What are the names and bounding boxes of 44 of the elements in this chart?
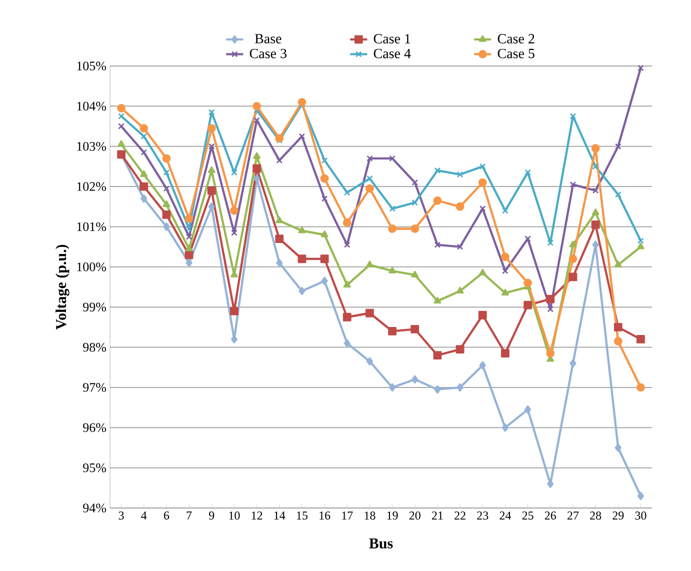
x-tick-label: 12: [252, 512, 262, 520]
y-tick-label: 104%: [77, 102, 106, 111]
x-tick-label: 3: [118, 512, 124, 520]
y-tick-label: 102%: [77, 182, 106, 191]
x-tick-label: 4: [141, 512, 147, 520]
x-tick-label: 9: [209, 512, 214, 520]
x-tick-label: 25: [522, 512, 534, 520]
x-tick-label: 28: [590, 512, 602, 520]
x-tick-label: 18: [364, 512, 376, 520]
x-tick-label: 30: [635, 512, 646, 520]
x-tick-label: 26: [544, 512, 556, 520]
legend-label: Case 5: [498, 48, 534, 58]
x-tick-label: 14: [274, 512, 286, 520]
x-tick-label: 23: [477, 512, 488, 520]
x-tick-label: 24: [500, 512, 512, 520]
x-tick-label: 17: [342, 512, 353, 520]
x-tick-label: 27: [567, 512, 579, 520]
x-tick-label: 20: [409, 512, 420, 520]
x-tick-label: 22: [454, 512, 466, 520]
x-tick-label: 15: [297, 512, 308, 520]
x-tick-label: 16: [320, 512, 330, 520]
y-tick-label: 103%: [77, 142, 106, 151]
legend-label: Base: [254, 34, 282, 44]
y-tick-label: 98%: [83, 342, 106, 352]
y-tick-label: 97%: [83, 383, 106, 392]
y-tick-label: 105%: [77, 62, 106, 70]
x-tick-label: 10: [229, 512, 240, 520]
x-tick-label: 29: [612, 512, 624, 520]
y-tick-label: 95%: [83, 463, 106, 472]
y-tick-label: 99%: [83, 302, 106, 312]
y-tick-label: 94%: [83, 504, 106, 512]
legend-label: Case 4: [374, 48, 411, 58]
y-tick-label: 100%: [77, 262, 106, 272]
x-tick-label: 19: [387, 512, 398, 520]
x-tick-label: 6: [164, 512, 170, 520]
legend-label: Case 3: [250, 48, 286, 58]
legend-label: Case 1: [374, 34, 410, 44]
y-tick-label: 96%: [83, 423, 106, 432]
x-tick-label: 7: [186, 512, 192, 520]
legend-label: Case 2: [498, 34, 534, 44]
x-axis-title: Bus: [369, 538, 393, 549]
x-tick-label: 21: [432, 512, 443, 520]
y-axis-title: Voltage (p.u.): [56, 244, 70, 330]
y-tick-label: 101%: [77, 222, 106, 232]
